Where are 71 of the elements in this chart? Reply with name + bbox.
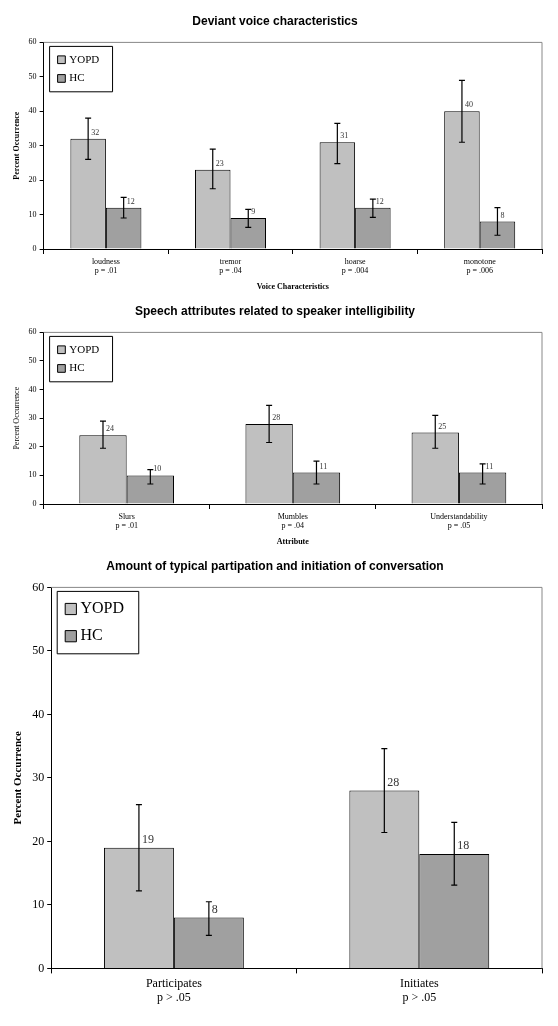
legend-label: YOPD (69, 342, 100, 355)
data-label: 18 (457, 838, 470, 853)
y-tick-label: 10 (32, 897, 45, 912)
data-label: 23 (215, 158, 224, 168)
data-label: 40 (464, 100, 473, 110)
x-tick-label: Participates (145, 975, 203, 990)
x-axis-title: Voice Characteristics (256, 282, 329, 292)
x-tick-label: Initiates (399, 975, 439, 990)
data-label: 8 (211, 901, 218, 916)
text: p = .04 (219, 266, 242, 276)
y-tick-label: 0 (32, 499, 37, 509)
data-label: 11 (485, 461, 494, 471)
data-label: 25 (438, 421, 447, 431)
y-tick-label: 60 (28, 327, 37, 337)
text: p = .004 (341, 266, 369, 276)
y-tick-label: 20 (32, 833, 45, 848)
data-label: 11 (319, 461, 328, 471)
chart-title: Deviant voice characteristics (192, 13, 359, 28)
y-tick-label: 10 (28, 470, 37, 480)
y-tick-label: 60 (32, 579, 45, 594)
data-label: 19 (141, 831, 154, 846)
data-label: 12 (126, 196, 135, 206)
x-tick-label: loudness (91, 256, 120, 266)
legend-label: HC (69, 361, 85, 374)
y-tick-label: 40 (28, 384, 37, 394)
legend-label: HC (80, 626, 103, 644)
text: p = .01 (94, 266, 118, 276)
data-label: 28 (272, 413, 281, 423)
text: p > .05 (402, 990, 437, 1005)
data-label: 10 (153, 464, 162, 474)
data-label: 9 (251, 207, 256, 217)
x-tick-label: Slurs (118, 511, 135, 521)
x-tick-label: tremor (219, 256, 242, 266)
chart-title: Speech attributes related to speaker intelligibility (134, 303, 416, 318)
x-tick-label: hoarse (344, 256, 366, 266)
legend-label: YOPD (69, 52, 100, 65)
data-label: 8 (500, 210, 505, 220)
y-tick-label: 30 (28, 413, 37, 423)
y-tick-label: 30 (32, 770, 45, 785)
y-tick-label: 10 (28, 209, 37, 219)
y-tick-label: 60 (28, 37, 37, 47)
x-tick-label: Understandability (430, 511, 488, 521)
text: p = .006 (466, 266, 493, 276)
y-tick-label: 20 (28, 441, 37, 451)
y-axis-title: Percent Occurrence (11, 386, 21, 450)
chart-title: Amount of typical partipation and initiation of conversation (106, 558, 444, 573)
y-tick-label: 40 (32, 706, 45, 721)
y-tick-label: 50 (28, 71, 37, 81)
y-tick-label: 20 (28, 175, 37, 185)
data-label: 28 (387, 774, 400, 789)
y-axis-title: Percent Occurrence (11, 111, 21, 180)
y-tick-label: 0 (32, 244, 37, 254)
x-axis-title: Attribute (276, 537, 310, 547)
legend-label: HC (69, 71, 85, 84)
data-label: 24 (105, 424, 114, 434)
x-tick-label: monotone (463, 256, 497, 266)
x-tick-label: Mumbles (277, 511, 308, 521)
data-label: 32 (91, 127, 100, 137)
y-tick-label: 40 (28, 106, 37, 116)
y-axis-title: Percent Occurrence (11, 731, 24, 825)
y-tick-label: 50 (28, 356, 37, 366)
text: p = .05 (447, 521, 471, 531)
text: p = .01 (115, 521, 138, 531)
y-tick-label: 50 (32, 643, 45, 658)
data-label: 31 (340, 131, 349, 141)
text: p = .04 (281, 521, 305, 531)
y-tick-label: 0 (38, 960, 45, 975)
legend-label: YOPD (80, 599, 124, 617)
data-label: 12 (375, 196, 384, 206)
y-tick-label: 30 (28, 140, 37, 150)
text: p > .05 (157, 990, 191, 1005)
